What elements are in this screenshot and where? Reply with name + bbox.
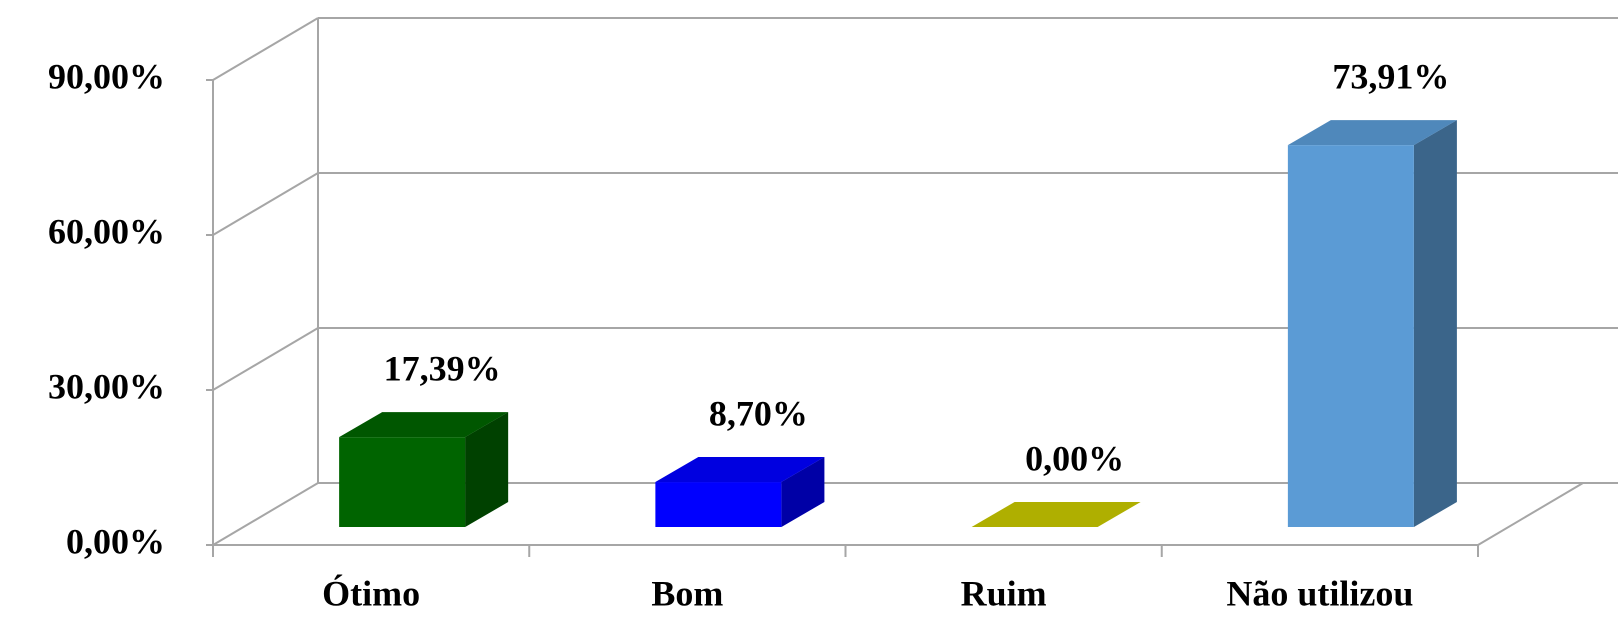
x-tick-label: Ruim [961,573,1047,613]
bar-top-shade [339,412,509,438]
y-tick-label: 60,00% [48,211,165,251]
grid-line [212,327,319,391]
bar-top [1287,120,1457,146]
value-label: 17,39% [384,348,501,388]
x-tick-label: Não utilizou [1226,573,1413,613]
value-label: 8,70% [709,393,808,433]
y-tick-label: 0,00% [66,521,165,561]
bar-top-shade [1287,120,1457,146]
bar [339,437,466,527]
bar-top [971,502,1141,527]
bar [1287,145,1414,528]
bar-side-shade [781,457,825,527]
bar-side [465,412,509,527]
grid-line [212,482,319,546]
bar-top [339,412,509,438]
bar-side-shade [1413,120,1457,528]
bar-top-shade [655,457,825,483]
bar-top-shade [971,502,1141,527]
floor-edge [1477,482,1584,546]
bar-side [781,457,825,527]
value-label: 73,91% [1332,56,1449,96]
x-tick-label: Ótimo [322,573,420,613]
bar-side [1413,120,1457,528]
y-tick-label: 30,00% [48,366,165,406]
grid-line [212,17,319,81]
value-label: 0,00% [1025,438,1124,478]
bar-side-shade [465,412,509,527]
bar [655,482,782,527]
bar-top [655,457,825,483]
grid-line [212,172,319,236]
y-tick-label: 90,00% [48,56,165,96]
x-tick-label: Bom [651,573,723,613]
